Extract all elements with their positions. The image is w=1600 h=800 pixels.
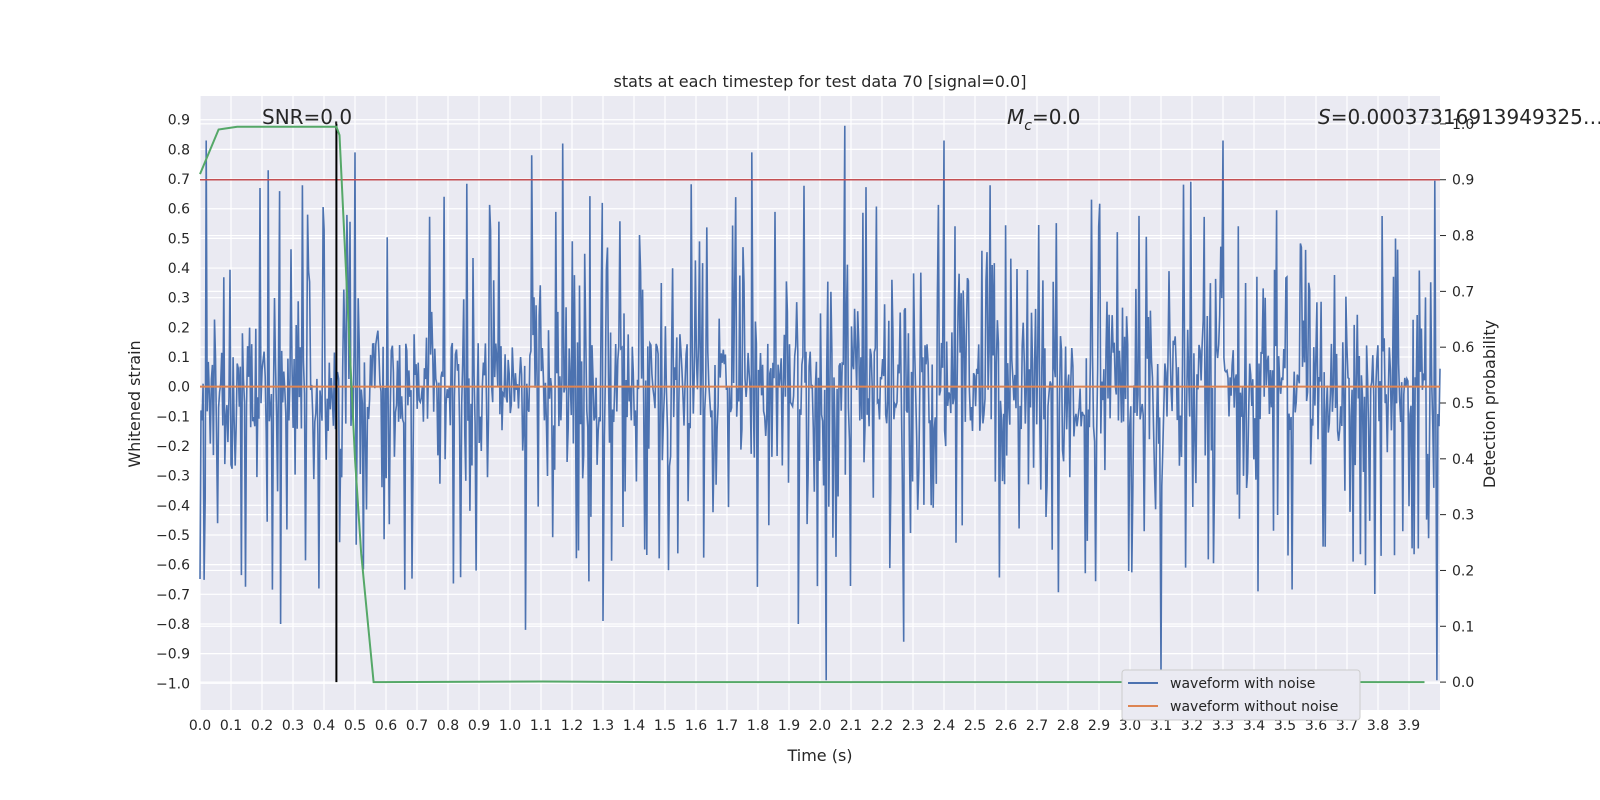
y-tick-label-right: 0.0	[1452, 675, 1474, 691]
x-tick-label: 0.0	[189, 718, 211, 734]
s-symbol: S	[1318, 105, 1331, 129]
x-tick-label: 2.1	[840, 718, 862, 734]
x-tick-label: 1.3	[592, 718, 614, 734]
x-tick-label: 3.0	[1119, 718, 1141, 734]
x-tick-label: 1.2	[561, 718, 583, 734]
y-tick-label-right: 0.3	[1452, 508, 1474, 524]
y-tick-label-left: 0.3	[168, 291, 190, 307]
y-tick-label-left: −0.4	[156, 498, 190, 514]
x-tick-label: 3.8	[1367, 718, 1389, 734]
x-tick-label: 3.7	[1336, 718, 1358, 734]
y-axis-label-left: Whitened strain	[125, 340, 144, 467]
y-tick-label-right: 0.4	[1452, 452, 1474, 468]
y-tick-label-right: 0.1	[1452, 619, 1474, 635]
y-axis-label-right: Detection probability	[1480, 320, 1499, 488]
y-tick-label-left: −0.7	[156, 587, 190, 603]
s-value: =0.00037316913949325…	[1331, 105, 1600, 129]
y-tick-label-right: 1.0	[1452, 117, 1474, 133]
y-tick-label-right: 0.9	[1452, 173, 1474, 189]
y-tick-label-right: 0.5	[1452, 396, 1474, 412]
y-tick-label-left: −0.9	[156, 647, 190, 663]
s-annotation: S=0.00037316913949325…	[1318, 105, 1600, 129]
x-tick-label: 0.9	[468, 718, 490, 734]
x-tick-label: 0.2	[251, 718, 273, 734]
x-tick-label: 3.5	[1274, 718, 1296, 734]
x-tick-label: 1.8	[747, 718, 769, 734]
x-tick-label: 3.9	[1398, 718, 1420, 734]
detection-probability-line	[199, 125, 1425, 684]
legend-label-noise: waveform with noise	[1170, 676, 1315, 692]
series-detection-probability	[199, 125, 1425, 684]
snr-annotation: SNR=0.0	[262, 105, 352, 129]
x-tick-label: 0.1	[220, 718, 242, 734]
y-tick-label-right: 0.2	[1452, 563, 1474, 579]
x-tick-label: 2.9	[1088, 718, 1110, 734]
x-tick-label: 3.1	[1150, 718, 1172, 734]
mc-symbol: M	[1007, 105, 1024, 129]
y-tick-label-right: 0.7	[1452, 284, 1474, 300]
y-tick-label-left: −1.0	[156, 676, 190, 692]
x-tick-label: 3.4	[1243, 718, 1265, 734]
x-tick-label: 1.4	[623, 718, 645, 734]
x-tick-label: 0.3	[282, 718, 304, 734]
y-tick-label-left: 0.8	[168, 142, 190, 158]
y-tick-label-left: 0.7	[168, 172, 190, 188]
x-tick-label: 1.5	[654, 718, 676, 734]
x-tick-label: 0.8	[437, 718, 459, 734]
x-tick-label: 0.6	[375, 718, 397, 734]
y-tick-label-left: −0.5	[156, 528, 190, 544]
x-tick-label: 2.2	[871, 718, 893, 734]
y-tick-labels-left: 0.9 0.8 0.7 0.6 0.5 0.4 0.3 0.2 0.1 0.0 −0.1 −0.2 −0…	[156, 113, 190, 693]
x-tick-label: 2.8	[1057, 718, 1079, 734]
y-tick-label-left: −0.6	[156, 558, 190, 574]
mc-subscript: c	[1024, 118, 1032, 134]
x-tick-label: 3.2	[1181, 718, 1203, 734]
x-tick-label: 2.6	[995, 718, 1017, 734]
x-tick-label: 3.3	[1212, 718, 1234, 734]
x-tick-label: 1.6	[685, 718, 707, 734]
chart-title: stats at each timestep for test data 70 …	[614, 72, 1027, 91]
x-tick-label: 2.4	[933, 718, 955, 734]
y-tick-label-right: 0.6	[1452, 340, 1474, 356]
x-tick-label: 2.0	[809, 718, 831, 734]
legend: waveform with noise waveform without noi…	[1121, 669, 1361, 721]
x-axis-label: Time (s)	[786, 746, 852, 765]
s-annotation-clip: S=0.00037316913949325…	[1318, 105, 1600, 129]
x-tick-label: 2.7	[1026, 718, 1048, 734]
x-tick-label: 0.5	[344, 718, 366, 734]
y-tick-label-left: −0.2	[156, 439, 190, 455]
x-tick-label: 2.3	[902, 718, 924, 734]
y-tick-label-left: 0.1	[168, 350, 190, 366]
y-tick-label-left: 0.9	[168, 113, 190, 129]
y-tick-label-left: −0.3	[156, 469, 190, 485]
legend-box	[1121, 669, 1361, 721]
y-tick-label-left: −0.8	[156, 617, 190, 633]
y-tick-labels-right: 1.0 0.9 0.8 0.7 0.6 0.5 0.4 0.3 0.2 0.1 0.0	[1440, 117, 1474, 691]
y-tick-label-right: 0.8	[1452, 229, 1474, 245]
y-tick-label-left: 0.2	[168, 320, 190, 336]
x-tick-label: 1.0	[499, 718, 521, 734]
x-tick-label: 2.5	[964, 718, 986, 734]
x-tick-label: 1.1	[530, 718, 552, 734]
y-tick-label-left: 0.4	[168, 261, 190, 277]
y-tick-label-left: 0.6	[168, 202, 190, 218]
y-tick-label-left: −0.1	[156, 409, 190, 425]
x-tick-label: 1.7	[716, 718, 738, 734]
mc-annotation: Mc=0.0	[1007, 105, 1081, 134]
x-tick-label: 3.6	[1305, 718, 1327, 734]
y-tick-label-left: 0.5	[168, 231, 190, 247]
y-tick-label-left: 0.0	[168, 380, 190, 396]
x-tick-label: 1.9	[778, 718, 800, 734]
mc-value: =0.0	[1032, 105, 1081, 129]
x-tick-label: 0.4	[313, 718, 335, 734]
x-tick-label: 0.7	[406, 718, 428, 734]
legend-label-clean: waveform without noise	[1170, 699, 1338, 715]
x-tick-labels: 0.0 0.1 0.2 0.3 0.4 0.5 0.6 0.7 0.8 0.9 1.0 1.1 1.2 1…	[189, 718, 1420, 734]
